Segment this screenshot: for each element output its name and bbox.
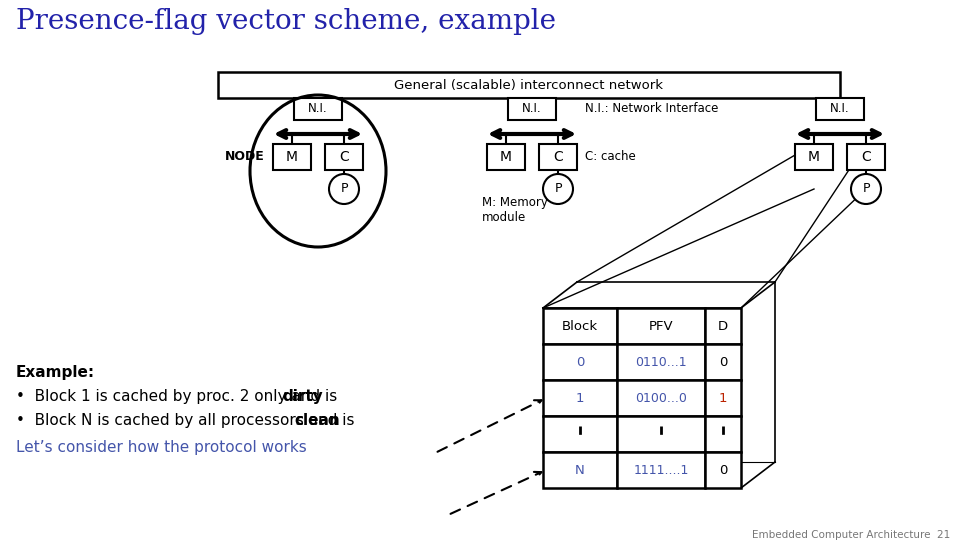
Bar xyxy=(795,144,833,170)
Bar xyxy=(847,144,885,170)
Text: Embedded Computer Architecture  21: Embedded Computer Architecture 21 xyxy=(752,530,950,540)
Text: PFV: PFV xyxy=(649,320,673,333)
Bar xyxy=(617,452,705,488)
Text: 0110...1: 0110...1 xyxy=(636,355,686,368)
Text: C: cache: C: cache xyxy=(585,151,636,164)
Bar xyxy=(543,380,617,416)
Bar xyxy=(487,144,525,170)
Bar xyxy=(218,72,840,98)
Bar xyxy=(508,98,556,120)
Text: •  Block N is cached by all processors and is: • Block N is cached by all processors an… xyxy=(16,413,359,428)
Bar xyxy=(294,98,342,120)
Text: N.I.: Network Interface: N.I.: Network Interface xyxy=(585,103,718,116)
Text: 1: 1 xyxy=(719,392,728,404)
Bar xyxy=(617,344,705,380)
Bar xyxy=(705,416,741,452)
Bar xyxy=(816,98,864,120)
Text: Block: Block xyxy=(562,320,598,333)
Bar xyxy=(705,344,741,380)
Text: M: Memory
module: M: Memory module xyxy=(482,196,548,224)
Text: Let’s consider how the protocol works: Let’s consider how the protocol works xyxy=(16,440,307,455)
Text: N.I.: N.I. xyxy=(308,103,327,116)
Bar xyxy=(705,452,741,488)
Circle shape xyxy=(543,174,573,204)
Text: P: P xyxy=(340,183,348,195)
Bar xyxy=(617,308,705,344)
Circle shape xyxy=(329,174,359,204)
Text: General (scalable) interconnect network: General (scalable) interconnect network xyxy=(395,78,663,91)
Bar xyxy=(543,416,617,452)
Circle shape xyxy=(851,174,881,204)
Text: Example:: Example: xyxy=(16,365,95,380)
Text: NODE: NODE xyxy=(226,151,265,164)
Text: N.I.: N.I. xyxy=(522,103,541,116)
Text: C: C xyxy=(861,150,871,164)
Bar xyxy=(543,308,617,344)
Text: 1: 1 xyxy=(576,392,585,404)
Text: 0100...0: 0100...0 xyxy=(636,392,687,404)
Text: 1111....1: 1111....1 xyxy=(634,463,688,476)
Text: M: M xyxy=(808,150,820,164)
Text: P: P xyxy=(862,183,870,195)
Text: C: C xyxy=(339,150,348,164)
Text: •  Block 1 is cached by proc. 2 only and is: • Block 1 is cached by proc. 2 only and … xyxy=(16,389,342,404)
Bar xyxy=(705,308,741,344)
Bar xyxy=(273,144,311,170)
Bar xyxy=(617,380,705,416)
Text: N: N xyxy=(575,463,585,476)
Bar xyxy=(543,452,617,488)
Text: dirty: dirty xyxy=(282,389,323,404)
Text: Presence-flag vector scheme, example: Presence-flag vector scheme, example xyxy=(16,8,556,35)
Text: C: C xyxy=(553,150,563,164)
Text: 0: 0 xyxy=(719,463,727,476)
Bar xyxy=(617,416,705,452)
Text: M: M xyxy=(500,150,512,164)
Bar xyxy=(539,144,577,170)
Text: N.I.: N.I. xyxy=(830,103,850,116)
Text: 0: 0 xyxy=(719,355,727,368)
Text: clean: clean xyxy=(295,413,340,428)
Text: 0: 0 xyxy=(576,355,585,368)
Text: M: M xyxy=(286,150,298,164)
Bar xyxy=(705,380,741,416)
Text: D: D xyxy=(718,320,728,333)
Text: P: P xyxy=(554,183,562,195)
Bar xyxy=(325,144,363,170)
Bar xyxy=(543,344,617,380)
